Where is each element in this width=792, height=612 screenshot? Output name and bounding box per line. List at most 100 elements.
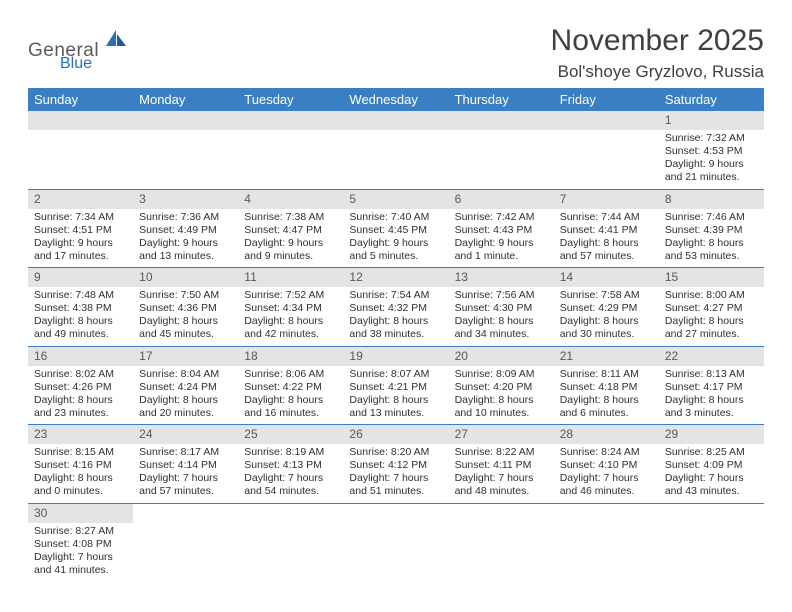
day-cell: 10Sunrise: 7:50 AMSunset: 4:36 PMDayligh…	[133, 268, 238, 347]
header: General Blue November 2025 Bol'shoye Gry…	[28, 24, 764, 82]
day-cell	[343, 503, 448, 581]
day-number: 19	[343, 347, 448, 366]
sunset-text: Sunset: 4:38 PM	[34, 302, 127, 315]
sunset-text: Sunset: 4:22 PM	[244, 381, 337, 394]
weekday-header: Thursday	[449, 88, 554, 111]
daylight-text: Daylight: 9 hours and 5 minutes.	[349, 237, 442, 263]
sunrise-text: Sunrise: 7:44 AM	[560, 211, 653, 224]
day-cell: 22Sunrise: 8:13 AMSunset: 4:17 PMDayligh…	[659, 346, 764, 425]
sunset-text: Sunset: 4:27 PM	[665, 302, 758, 315]
day-cell: 25Sunrise: 8:19 AMSunset: 4:13 PMDayligh…	[238, 425, 343, 504]
day-body: Sunrise: 7:38 AMSunset: 4:47 PMDaylight:…	[238, 209, 343, 268]
day-number: 12	[343, 268, 448, 287]
sunset-text: Sunset: 4:30 PM	[455, 302, 548, 315]
daylight-text: Daylight: 8 hours and 34 minutes.	[455, 315, 548, 341]
day-body: Sunrise: 8:24 AMSunset: 4:10 PMDaylight:…	[554, 444, 659, 503]
weekday-header: Wednesday	[343, 88, 448, 111]
day-number: 17	[133, 347, 238, 366]
sunset-text: Sunset: 4:49 PM	[139, 224, 232, 237]
day-body: Sunrise: 8:22 AMSunset: 4:11 PMDaylight:…	[449, 444, 554, 503]
weekday-header: Friday	[554, 88, 659, 111]
day-body: Sunrise: 8:25 AMSunset: 4:09 PMDaylight:…	[659, 444, 764, 503]
day-body: Sunrise: 8:00 AMSunset: 4:27 PMDaylight:…	[659, 287, 764, 346]
sunrise-text: Sunrise: 7:58 AM	[560, 289, 653, 302]
day-body: Sunrise: 7:50 AMSunset: 4:36 PMDaylight:…	[133, 287, 238, 346]
daylight-text: Daylight: 8 hours and 6 minutes.	[560, 394, 653, 420]
day-number: 8	[659, 190, 764, 209]
daylight-text: Daylight: 8 hours and 27 minutes.	[665, 315, 758, 341]
day-body: Sunrise: 8:07 AMSunset: 4:21 PMDaylight:…	[343, 366, 448, 425]
day-cell: 18Sunrise: 8:06 AMSunset: 4:22 PMDayligh…	[238, 346, 343, 425]
day-cell: 21Sunrise: 8:11 AMSunset: 4:18 PMDayligh…	[554, 346, 659, 425]
day-number: 10	[133, 268, 238, 287]
day-body: Sunrise: 8:02 AMSunset: 4:26 PMDaylight:…	[28, 366, 133, 425]
daylight-text: Daylight: 7 hours and 54 minutes.	[244, 472, 337, 498]
day-body: Sunrise: 8:19 AMSunset: 4:13 PMDaylight:…	[238, 444, 343, 503]
daylight-text: Daylight: 8 hours and 42 minutes.	[244, 315, 337, 341]
sunrise-text: Sunrise: 7:56 AM	[455, 289, 548, 302]
sunrise-text: Sunrise: 8:13 AM	[665, 368, 758, 381]
day-number: 15	[659, 268, 764, 287]
sunrise-text: Sunrise: 8:00 AM	[665, 289, 758, 302]
daylight-text: Daylight: 8 hours and 3 minutes.	[665, 394, 758, 420]
daylight-text: Daylight: 8 hours and 30 minutes.	[560, 315, 653, 341]
sunrise-text: Sunrise: 8:22 AM	[455, 446, 548, 459]
daylight-text: Daylight: 8 hours and 57 minutes.	[560, 237, 653, 263]
day-body: Sunrise: 7:34 AMSunset: 4:51 PMDaylight:…	[28, 209, 133, 268]
day-cell	[133, 503, 238, 581]
daylight-text: Daylight: 8 hours and 16 minutes.	[244, 394, 337, 420]
weekday-header: Saturday	[659, 88, 764, 111]
daylight-text: Daylight: 7 hours and 43 minutes.	[665, 472, 758, 498]
weekday-header: Sunday	[28, 88, 133, 111]
day-cell: 19Sunrise: 8:07 AMSunset: 4:21 PMDayligh…	[343, 346, 448, 425]
day-body: Sunrise: 8:06 AMSunset: 4:22 PMDaylight:…	[238, 366, 343, 425]
calendar-row: 16Sunrise: 8:02 AMSunset: 4:26 PMDayligh…	[28, 346, 764, 425]
sunrise-text: Sunrise: 7:42 AM	[455, 211, 548, 224]
day-cell: 27Sunrise: 8:22 AMSunset: 4:11 PMDayligh…	[449, 425, 554, 504]
day-body: Sunrise: 7:40 AMSunset: 4:45 PMDaylight:…	[343, 209, 448, 268]
day-cell	[554, 503, 659, 581]
day-cell: 12Sunrise: 7:54 AMSunset: 4:32 PMDayligh…	[343, 268, 448, 347]
daylight-text: Daylight: 7 hours and 57 minutes.	[139, 472, 232, 498]
sunrise-text: Sunrise: 7:46 AM	[665, 211, 758, 224]
sunset-text: Sunset: 4:14 PM	[139, 459, 232, 472]
sunset-text: Sunset: 4:36 PM	[139, 302, 232, 315]
day-number: 11	[238, 268, 343, 287]
calendar-row: 9Sunrise: 7:48 AMSunset: 4:38 PMDaylight…	[28, 268, 764, 347]
sunset-text: Sunset: 4:12 PM	[349, 459, 442, 472]
sunset-text: Sunset: 4:43 PM	[455, 224, 548, 237]
daylight-text: Daylight: 7 hours and 46 minutes.	[560, 472, 653, 498]
sunrise-text: Sunrise: 7:40 AM	[349, 211, 442, 224]
logo-sail-icon	[104, 28, 128, 48]
daylight-text: Daylight: 9 hours and 21 minutes.	[665, 158, 758, 184]
sunrise-text: Sunrise: 8:09 AM	[455, 368, 548, 381]
day-cell: 23Sunrise: 8:15 AMSunset: 4:16 PMDayligh…	[28, 425, 133, 504]
sunrise-text: Sunrise: 8:11 AM	[560, 368, 653, 381]
sunset-text: Sunset: 4:11 PM	[455, 459, 548, 472]
day-number: 14	[554, 268, 659, 287]
day-number: 23	[28, 425, 133, 444]
sunrise-text: Sunrise: 8:19 AM	[244, 446, 337, 459]
day-cell	[238, 503, 343, 581]
sunrise-text: Sunrise: 8:15 AM	[34, 446, 127, 459]
daylight-text: Daylight: 9 hours and 13 minutes.	[139, 237, 232, 263]
daylight-text: Daylight: 7 hours and 51 minutes.	[349, 472, 442, 498]
sunset-text: Sunset: 4:53 PM	[665, 145, 758, 158]
daylight-text: Daylight: 8 hours and 53 minutes.	[665, 237, 758, 263]
day-number: 20	[449, 347, 554, 366]
sunrise-text: Sunrise: 8:07 AM	[349, 368, 442, 381]
day-cell	[449, 503, 554, 581]
day-number: 29	[659, 425, 764, 444]
sunset-text: Sunset: 4:51 PM	[34, 224, 127, 237]
daylight-text: Daylight: 8 hours and 0 minutes.	[34, 472, 127, 498]
daylight-text: Daylight: 8 hours and 49 minutes.	[34, 315, 127, 341]
sunset-text: Sunset: 4:10 PM	[560, 459, 653, 472]
day-number: 26	[343, 425, 448, 444]
daynum-bar-empty	[133, 111, 238, 130]
day-body: Sunrise: 7:44 AMSunset: 4:41 PMDaylight:…	[554, 209, 659, 268]
day-cell: 6Sunrise: 7:42 AMSunset: 4:43 PMDaylight…	[449, 189, 554, 268]
sunrise-text: Sunrise: 7:38 AM	[244, 211, 337, 224]
day-cell: 29Sunrise: 8:25 AMSunset: 4:09 PMDayligh…	[659, 425, 764, 504]
sunset-text: Sunset: 4:45 PM	[349, 224, 442, 237]
daylight-text: Daylight: 8 hours and 10 minutes.	[455, 394, 548, 420]
